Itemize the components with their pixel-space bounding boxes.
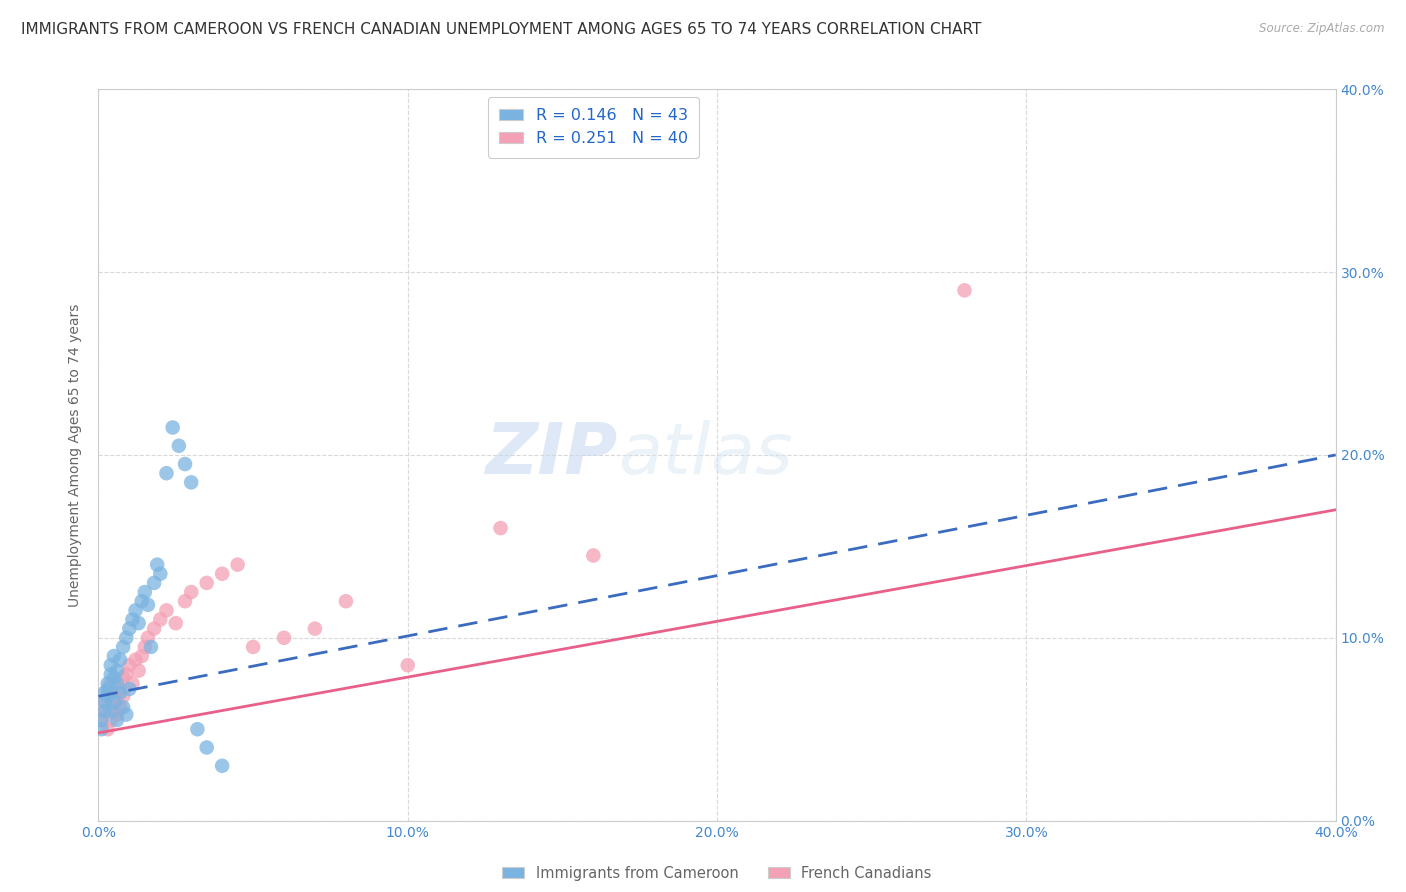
Point xyxy=(149,566,172,581)
Point xyxy=(139,640,162,654)
Point xyxy=(128,616,150,631)
Point xyxy=(105,713,128,727)
Point xyxy=(100,658,122,673)
Point xyxy=(93,695,115,709)
Point xyxy=(90,713,112,727)
Point xyxy=(146,558,169,572)
Point xyxy=(155,466,177,480)
Point xyxy=(112,671,135,685)
Point xyxy=(143,622,166,636)
Point xyxy=(195,740,218,755)
Point xyxy=(136,598,159,612)
Point xyxy=(242,640,264,654)
Point xyxy=(180,475,202,490)
Point xyxy=(112,640,135,654)
Point xyxy=(118,622,141,636)
Point xyxy=(174,594,197,608)
Point xyxy=(93,704,115,718)
Point xyxy=(115,631,138,645)
Point xyxy=(186,723,208,737)
Point xyxy=(105,695,128,709)
Point xyxy=(180,585,202,599)
Point xyxy=(174,457,197,471)
Point xyxy=(143,576,166,591)
Point xyxy=(108,681,131,696)
Point xyxy=(103,671,125,685)
Point xyxy=(165,616,187,631)
Point xyxy=(211,566,233,581)
Point xyxy=(90,713,112,727)
Point xyxy=(97,690,120,704)
Point xyxy=(304,622,326,636)
Point xyxy=(121,676,143,690)
Point xyxy=(582,549,605,563)
Text: Source: ZipAtlas.com: Source: ZipAtlas.com xyxy=(1260,22,1385,36)
Point xyxy=(105,664,128,678)
Point xyxy=(100,713,122,727)
Point xyxy=(118,658,141,673)
Point xyxy=(118,681,141,696)
Point xyxy=(93,685,115,699)
Point xyxy=(103,649,125,664)
Point xyxy=(93,695,115,709)
Point xyxy=(124,653,146,667)
Point xyxy=(155,603,177,617)
Point xyxy=(131,649,153,664)
Point xyxy=(121,613,143,627)
Point xyxy=(105,707,128,722)
Text: atlas: atlas xyxy=(619,420,793,490)
Point xyxy=(103,695,125,709)
Point xyxy=(115,707,138,722)
Point xyxy=(136,631,159,645)
Point xyxy=(335,594,357,608)
Point xyxy=(112,700,135,714)
Point xyxy=(953,284,976,298)
Point xyxy=(226,558,249,572)
Text: IMMIGRANTS FROM CAMEROON VS FRENCH CANADIAN UNEMPLOYMENT AMONG AGES 65 TO 74 YEA: IMMIGRANTS FROM CAMEROON VS FRENCH CANAD… xyxy=(21,22,981,37)
Point xyxy=(396,658,419,673)
Legend: Immigrants from Cameroon, French Canadians: Immigrants from Cameroon, French Canadia… xyxy=(496,860,938,887)
Point xyxy=(97,681,120,696)
Point xyxy=(211,758,233,772)
Point xyxy=(273,631,295,645)
Point xyxy=(108,685,131,699)
Point xyxy=(100,667,122,681)
Point xyxy=(162,420,184,434)
Point xyxy=(149,613,172,627)
Point xyxy=(90,723,112,737)
Point xyxy=(100,676,122,690)
Point xyxy=(134,640,156,654)
Text: ZIP: ZIP xyxy=(486,420,619,490)
Point xyxy=(97,723,120,737)
Point xyxy=(489,521,512,535)
Point xyxy=(128,664,150,678)
Point xyxy=(115,667,138,681)
Point xyxy=(100,704,122,718)
Y-axis label: Unemployment Among Ages 65 to 74 years: Unemployment Among Ages 65 to 74 years xyxy=(69,303,83,607)
Point xyxy=(195,576,218,591)
Point xyxy=(131,594,153,608)
Point xyxy=(108,653,131,667)
Point xyxy=(103,690,125,704)
Point xyxy=(103,704,125,718)
Point xyxy=(124,603,146,617)
Point xyxy=(97,685,120,699)
Point xyxy=(134,585,156,599)
Point xyxy=(112,690,135,704)
Point xyxy=(167,439,190,453)
Point xyxy=(108,700,131,714)
Point xyxy=(93,704,115,718)
Point xyxy=(105,676,128,690)
Point xyxy=(97,676,120,690)
